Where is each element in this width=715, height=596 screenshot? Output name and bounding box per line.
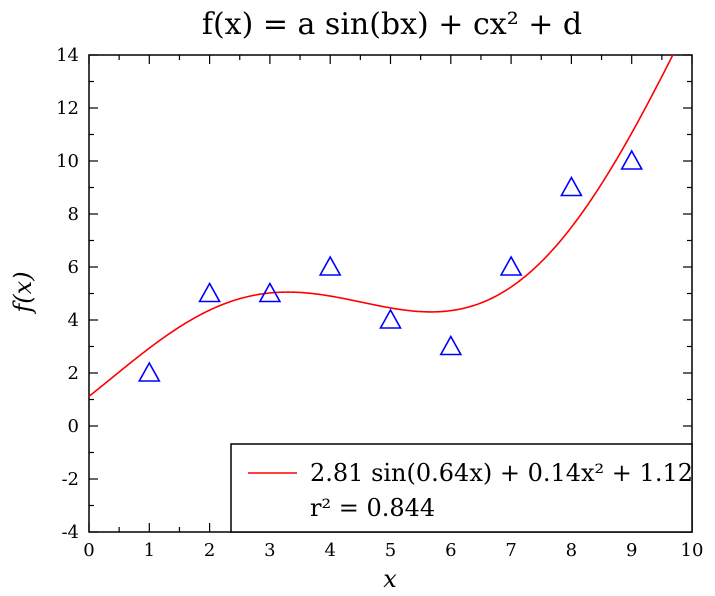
chart-title: f(x) = a sin(bx) + cx² + d (202, 7, 582, 42)
y-tick-label: 4 (68, 310, 79, 331)
y-tick-label: 2 (68, 363, 79, 384)
y-tick-label: 6 (68, 257, 79, 278)
y-tick-label: 0 (68, 416, 79, 437)
data-point-triangle (137, 361, 161, 382)
y-tick-label: 10 (56, 151, 79, 172)
legend: 2.81 sin(0.64x) + 0.14x² + 1.12 r² = 0.8… (230, 443, 693, 533)
y-tick-labels: -4 -2 0 2 4 6 8 10 12 14 (56, 45, 79, 543)
x-tick-label: 3 (264, 540, 275, 561)
fit-curve (89, 55, 674, 397)
x-tick-label: 4 (324, 540, 335, 561)
data-point-triangle (318, 255, 342, 276)
x-tick-label: 1 (144, 540, 155, 561)
y-tick-label: -2 (61, 469, 79, 490)
data-point-triangle (620, 149, 644, 170)
x-tick-label: 2 (204, 540, 215, 561)
x-tick-label: 6 (445, 540, 456, 561)
data-point-triangle (439, 334, 463, 356)
y-tick-label: 8 (68, 204, 79, 225)
x-tick-label: 7 (505, 540, 516, 561)
data-point-triangle (198, 281, 221, 303)
x-tick-label: 8 (566, 540, 577, 561)
y-tick-label: 12 (56, 98, 79, 119)
data-point-triangle (560, 175, 583, 197)
data-point-triangle (379, 308, 402, 329)
data-point-triangle (258, 281, 282, 303)
data-points (137, 149, 644, 382)
data-point-triangle (499, 255, 523, 276)
legend-r2-label: r² = 0.844 (310, 494, 435, 522)
x-tick-label: 10 (681, 540, 704, 561)
x-tick-labels: 0 1 2 3 4 5 6 7 8 9 10 (83, 540, 703, 561)
legend-fit-label: 2.81 sin(0.64x) + 0.14x² + 1.12 (310, 459, 693, 487)
legend-box (230, 443, 693, 533)
x-axis-label: x (383, 565, 397, 593)
x-tick-label: 9 (626, 540, 637, 561)
plot-area (89, 55, 674, 397)
x-tick-label: 0 (83, 540, 94, 561)
y-tick-label: -4 (61, 522, 79, 543)
x-tick-label: 5 (385, 540, 396, 561)
y-axis-label: f(x) (9, 271, 37, 314)
y-tick-label: 14 (56, 45, 79, 66)
